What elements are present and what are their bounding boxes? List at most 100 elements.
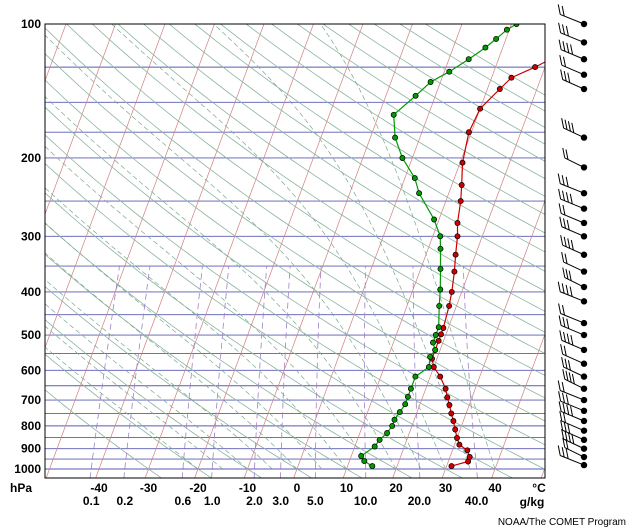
wind-barb-flag <box>558 303 562 314</box>
wind-barb-flag <box>557 173 561 184</box>
wind-barb-station <box>580 71 588 78</box>
dewpoint-profile-point <box>411 175 418 182</box>
mixing-ratio-tick-label: 0.2 <box>116 494 133 508</box>
dewpoint-profile-point <box>435 324 442 331</box>
wind-barb-flag <box>562 316 566 328</box>
dewpoint-profile-point <box>402 401 409 408</box>
wind-barb-flag <box>571 433 575 444</box>
dry-adiabat <box>168 24 545 272</box>
sounding-profiles <box>358 24 545 470</box>
wind-barb <box>558 188 588 212</box>
wind-barb-flag <box>562 147 566 159</box>
wind-barb-station <box>580 251 588 258</box>
mixing-ratio-line <box>211 266 230 478</box>
wind-barb-staff <box>560 390 585 401</box>
wind-barb-flag <box>557 380 561 391</box>
wind-barb-station <box>580 283 588 291</box>
mixing-ratio-tick-label: 40.0 <box>465 494 489 508</box>
dry-adiabat <box>45 27 545 376</box>
temperature-profile-point <box>466 454 473 460</box>
wind-barb-station <box>580 346 588 354</box>
dewpoint-profile-point <box>432 332 439 338</box>
isotherm <box>45 24 116 216</box>
wind-barb-station <box>580 319 588 327</box>
dewpoint-profile-point <box>390 111 397 118</box>
wind-barb-flag <box>570 406 574 417</box>
wind-barb <box>561 429 588 452</box>
wind-barb-flag <box>570 239 574 251</box>
wind-barb-flag <box>565 269 569 280</box>
wind-barb-flag <box>557 4 561 15</box>
wind-barb <box>562 369 588 392</box>
dewpoint-profile-point <box>371 443 378 450</box>
wind-barb <box>559 55 588 78</box>
wind-barb-flag <box>558 203 562 214</box>
wind-barb <box>561 251 588 275</box>
mixing-ratio-line <box>314 266 322 478</box>
wind-barb-flag <box>565 439 569 450</box>
wind-barb-flag <box>558 39 562 50</box>
temperature-profile-point <box>448 288 455 295</box>
mixing-ratio-tick-label: 10.0 <box>354 494 378 508</box>
pressure-tick-label: 800 <box>21 419 41 433</box>
wind-barb-station <box>580 85 588 93</box>
dewpoint-profile-point <box>513 24 520 27</box>
moist-adiabat <box>111 24 446 470</box>
wind-barb-flag <box>563 345 567 356</box>
dewpoint-profile-point <box>369 463 376 470</box>
mixing-ratio-tick-label: 0.1 <box>83 494 100 508</box>
dry-adiabat <box>219 24 545 234</box>
isotherm <box>441 199 545 478</box>
wind-barb-flag <box>561 381 565 393</box>
mixing-ratio-line <box>253 266 268 478</box>
wind-barb-flag <box>570 335 574 346</box>
dewpoint-profile-point <box>436 302 443 309</box>
wind-barb-flag <box>561 447 565 458</box>
wind-barb <box>559 330 588 354</box>
wind-barb-flag <box>562 267 566 278</box>
wind-barb-station <box>580 56 588 63</box>
wind-barb-flag <box>569 286 573 297</box>
wind-barb <box>560 235 588 258</box>
dewpoint-profile-point <box>437 265 444 272</box>
wind-barb-flag <box>566 219 570 231</box>
dewpoint-profile-point <box>391 416 398 423</box>
dewpoint-profile-point <box>396 409 403 416</box>
wind-barb-flag <box>562 369 566 380</box>
temperature-profile-point <box>450 418 457 424</box>
temperature-profile-point <box>508 74 515 81</box>
wind-barb-flag <box>562 402 566 414</box>
dewpoint-profile-point <box>465 56 472 63</box>
wind-barb-flag <box>571 122 575 133</box>
wind-barb-station <box>580 461 588 469</box>
wind-barb-station <box>580 360 588 367</box>
temperature-profile-point <box>452 426 459 433</box>
wind-barb <box>558 315 588 339</box>
wind-barb-staff <box>560 212 585 224</box>
wind-barb <box>559 410 588 434</box>
temperature-tick-label: 20 <box>389 481 403 495</box>
dewpoint-profile-point <box>431 216 438 223</box>
wind-barb-station <box>580 407 588 415</box>
temperature-tick-label: -40 <box>90 481 108 495</box>
wind-barb-flag <box>565 394 569 405</box>
mixing-ratio-line <box>462 266 478 478</box>
wind-barb-flag <box>563 56 566 67</box>
wind-barb-flag <box>561 251 565 263</box>
temperature-tick-label: 40 <box>488 481 502 495</box>
wind-barb <box>559 216 588 240</box>
dry-adiabat <box>117 24 545 312</box>
temperature-profile-point <box>448 463 455 470</box>
wind-barb-flag <box>563 236 567 247</box>
wind-barb <box>560 69 588 93</box>
mixing-ratio-line <box>181 266 203 478</box>
wind-barb-station <box>580 385 588 392</box>
wind-barb-station <box>580 298 588 305</box>
temperature-tick-label: 10 <box>340 481 354 495</box>
wind-barb-flag <box>559 410 563 422</box>
dry-adiabat <box>45 53 545 399</box>
temperature-profile-point <box>465 129 472 136</box>
wind-barb-station <box>580 268 588 275</box>
dry-adiabat <box>45 192 464 478</box>
dewpoint-profile-point <box>432 346 439 353</box>
